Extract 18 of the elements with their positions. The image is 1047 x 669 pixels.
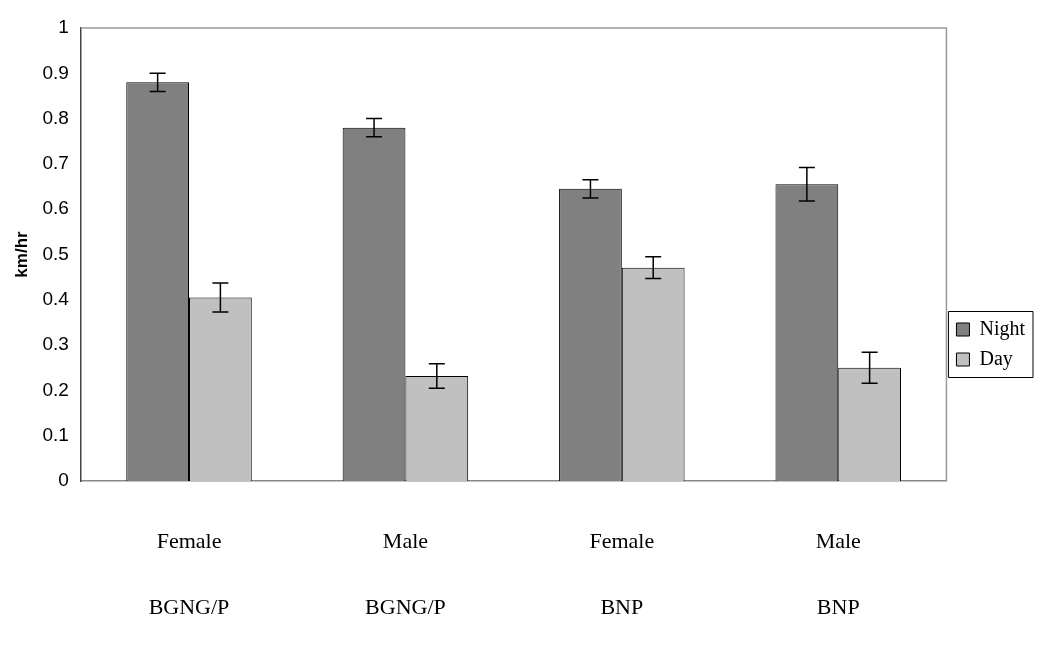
category-label: Male BNP — [815, 527, 861, 619]
y-tick-label: 0.2 — [42, 378, 69, 400]
category-label: Female BGNG/P — [148, 527, 230, 619]
category-label: Male BGNG/P — [365, 527, 446, 619]
y-tick-label: 0 — [58, 469, 69, 491]
y-tick-label: 0.9 — [42, 61, 69, 83]
y-tick-label: 0.8 — [42, 106, 69, 128]
legend-label: Night — [979, 316, 1026, 340]
y-axis-title: km/hr — [11, 230, 31, 278]
y-tick-label: 0.6 — [42, 197, 69, 219]
y-tick-label: 0.4 — [42, 288, 70, 310]
legend-label: Day — [979, 346, 1013, 370]
y-tick-label: 0.7 — [42, 152, 69, 174]
y-tick-label: 0.3 — [42, 333, 69, 355]
y-tick-label: 0.5 — [42, 242, 69, 264]
y-tick-label: 0.1 — [42, 423, 69, 445]
y-tick-label: 1 — [58, 16, 69, 38]
category-label: Female BNP — [589, 527, 655, 619]
